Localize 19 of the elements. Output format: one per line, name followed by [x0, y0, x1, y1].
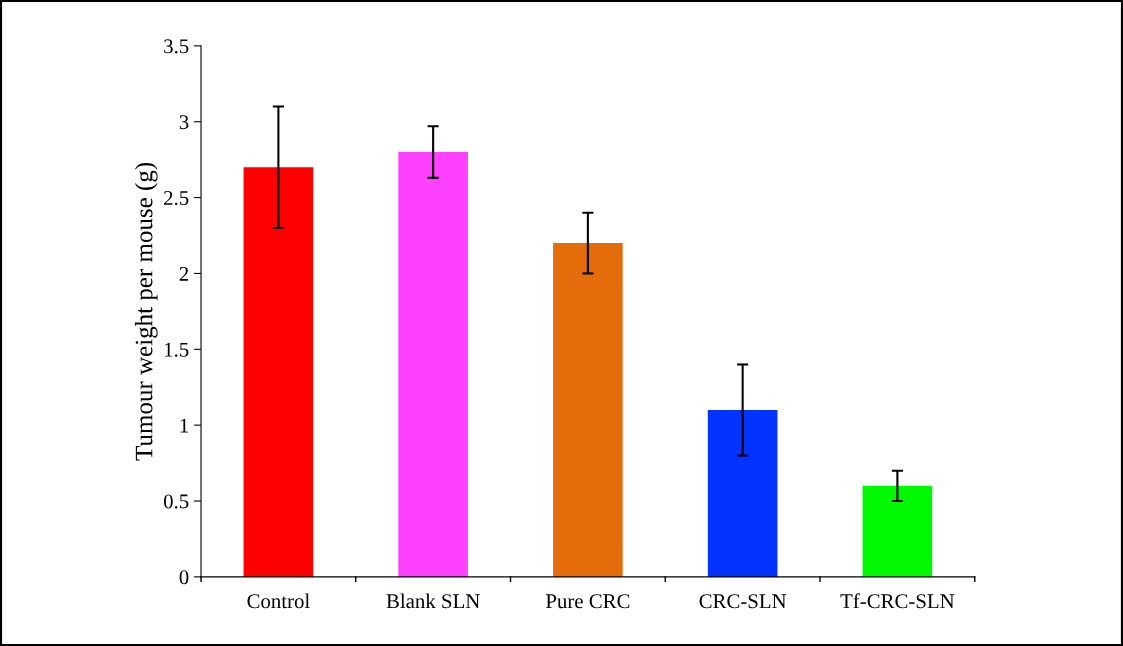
bar: [398, 152, 468, 577]
y-tick-label: 3: [179, 115, 189, 130]
x-tick-label: Tf-CRC-SLN: [840, 593, 955, 609]
y-tick-label: 1: [180, 418, 188, 433]
x-tick-label: Control: [247, 593, 310, 609]
x-tick-label: CRC-SLN: [699, 594, 787, 609]
y-axis-title: Tumour weight per mouse (g): [134, 162, 158, 461]
bar: [707, 409, 778, 577]
bar: [243, 167, 314, 577]
y-tick-label: 0.5: [163, 494, 189, 509]
bar: [553, 243, 623, 577]
x-tick-label: Pure CRC: [545, 594, 630, 609]
x-tick-label: Blank SLN: [386, 593, 480, 609]
y-tick-label: 3.5: [164, 39, 189, 54]
bar: [862, 485, 933, 577]
y-tick-label: 2.5: [164, 191, 189, 206]
y-tick-label: 1.5: [165, 342, 189, 357]
y-tick-label: 2: [179, 266, 189, 281]
y-tick-label: 0: [179, 570, 189, 585]
